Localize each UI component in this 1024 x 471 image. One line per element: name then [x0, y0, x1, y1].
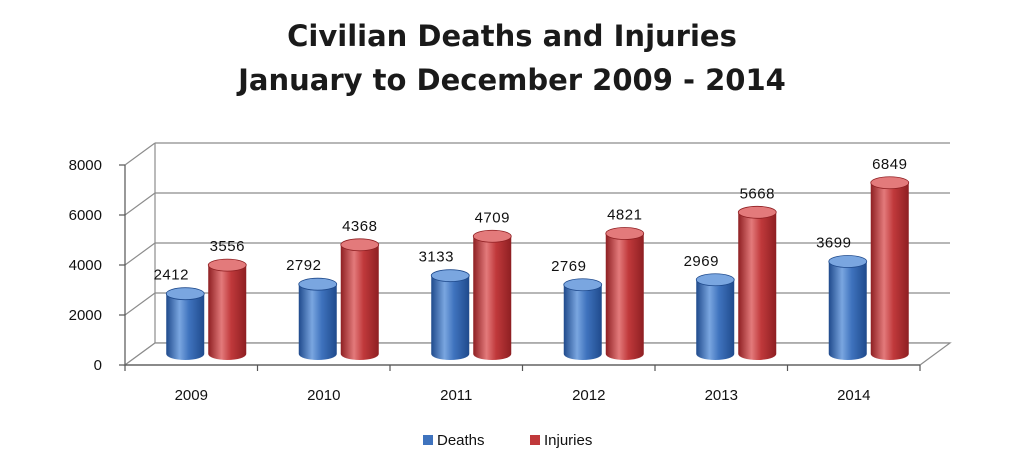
x-tick-label: 2012 — [572, 387, 605, 404]
deaths-bar — [431, 275, 470, 360]
chart-title-line-1: Civilian Deaths and Injuries — [287, 19, 737, 53]
deaths-legend-swatch — [423, 435, 433, 445]
injuries-bar — [738, 212, 777, 360]
side-wall-line — [124, 142, 156, 166]
deaths-data-label: 2769 — [551, 258, 586, 275]
deaths-legend-label: Deaths — [437, 432, 485, 449]
injuries-bar — [473, 236, 512, 360]
injuries-data-label: 3556 — [210, 238, 245, 255]
injuries-bar — [870, 182, 909, 360]
injuries-legend-label: Injuries — [544, 432, 592, 449]
injuries-bar-top — [340, 238, 380, 252]
deaths-bar-top — [828, 255, 868, 268]
chart-title-line-2: January to December 2009 - 2014 — [238, 63, 786, 97]
injuries-bar — [340, 244, 379, 360]
deaths-data-label: 2412 — [154, 267, 189, 284]
injuries-bar-top — [605, 227, 645, 240]
x-tick-label: 2013 — [705, 387, 738, 404]
deaths-bar-top — [165, 287, 205, 301]
injuries-data-label: 4709 — [475, 209, 510, 226]
injuries-data-label: 4821 — [607, 206, 642, 223]
deaths-bar-top — [430, 269, 470, 283]
injuries-bar — [605, 233, 644, 360]
y-tick-label: 8000 — [69, 157, 102, 174]
injuries-data-label: 5668 — [740, 185, 775, 202]
deaths-data-label: 2969 — [684, 253, 719, 270]
deaths-bar — [166, 293, 205, 360]
deaths-bar — [298, 284, 337, 360]
deaths-bar — [696, 279, 735, 360]
deaths-data-label: 3133 — [419, 249, 454, 266]
injuries-bar-top — [737, 205, 777, 219]
x-tick-label: 2010 — [307, 387, 340, 404]
x-tick-label: 2009 — [175, 387, 208, 404]
injuries-legend-swatch — [530, 435, 540, 445]
side-wall-line — [124, 192, 156, 216]
y-tick-label: 4000 — [69, 257, 102, 274]
side-wall-line — [124, 292, 156, 316]
deaths-bar — [828, 261, 867, 360]
injuries-bar-top — [472, 229, 512, 243]
chart-title: Civilian Deaths and Injuries January to … — [0, 14, 1024, 102]
injuries-data-label: 4368 — [342, 218, 377, 235]
deaths-bar-top — [695, 273, 735, 287]
y-tick-label: 2000 — [69, 307, 102, 324]
side-wall-line — [124, 242, 156, 266]
deaths-data-label: 3699 — [816, 235, 851, 252]
deaths-bar-top — [298, 277, 338, 291]
deaths-data-label: 2792 — [286, 257, 321, 274]
y-tick-label: 6000 — [69, 207, 102, 224]
x-tick-label: 2014 — [837, 387, 870, 404]
injuries-data-label: 6849 — [872, 156, 907, 173]
y-tick-label: 0 — [94, 357, 102, 374]
deaths-bar — [563, 284, 602, 360]
x-tick-label: 2011 — [440, 387, 472, 404]
injuries-bar-top — [870, 176, 910, 190]
injuries-bar-top — [207, 258, 247, 272]
injuries-bar — [208, 265, 247, 360]
chart-floor — [123, 342, 952, 366]
deaths-bar-top — [563, 278, 603, 292]
